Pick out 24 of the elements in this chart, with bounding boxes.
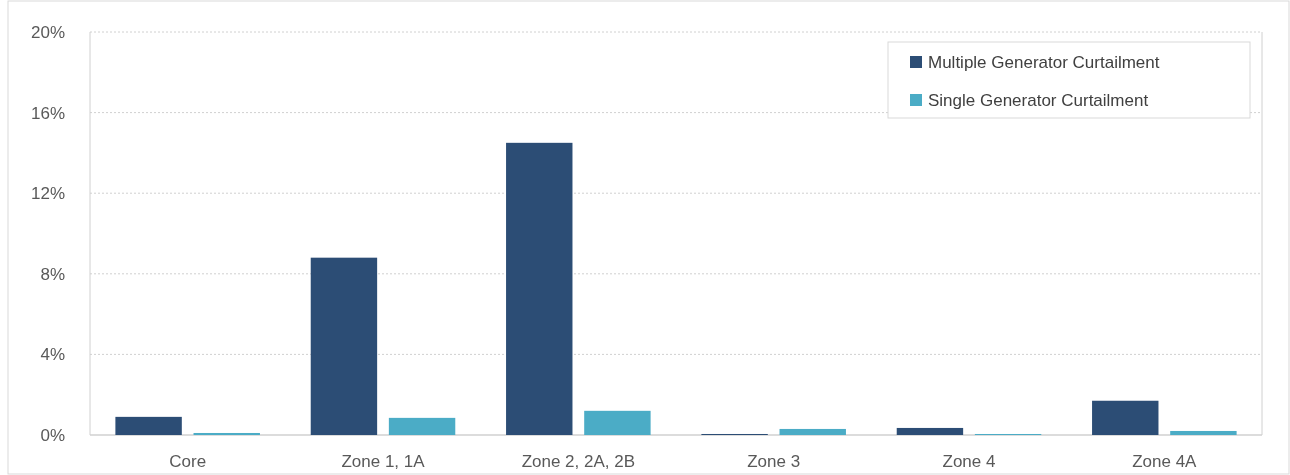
y-tick-label: 0% [40,425,65,445]
legend-label: Single Generator Curtailment [928,90,1149,110]
x-tick-label: Zone 2, 2A, 2B [521,452,636,471]
y-tick-label: 16% [30,103,65,123]
x-tick-label: Core [169,452,207,471]
bar [193,432,260,435]
bar [1170,430,1237,435]
bar [779,428,846,435]
bar [506,142,573,435]
bar [1092,400,1159,435]
x-tick-label: Zone 4 [942,452,996,471]
bar [310,257,378,435]
y-tick-label: 20% [30,22,65,42]
x-tick-label: Zone 1, 1A [341,452,426,471]
bar [584,410,651,435]
x-tick-label: Zone 4A [1132,452,1198,471]
bar [388,417,456,435]
bar [896,427,964,435]
x-tick-label: Zone 3 [747,452,801,471]
y-tick-label: 4% [40,345,65,365]
y-tick-label: 8% [40,264,65,284]
bar [115,416,182,435]
legend-label: Multiple Generator Curtailment [928,52,1160,72]
y-tick-label: 12% [30,184,65,204]
